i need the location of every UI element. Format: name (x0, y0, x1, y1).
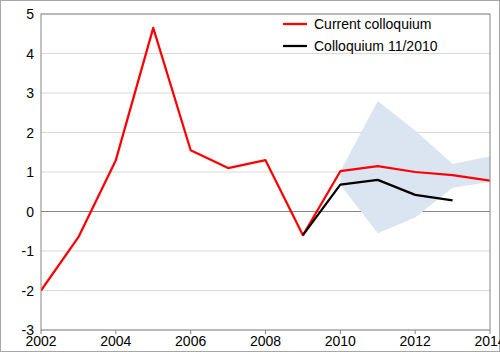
series-line (41, 28, 490, 291)
x-tick-label: 2010 (325, 333, 356, 349)
x-tick-label: 2014 (474, 333, 500, 349)
legend-swatch (283, 23, 307, 25)
x-tick-label: 2002 (25, 333, 56, 349)
background (1, 1, 500, 352)
y-tick-label: 1 (26, 164, 34, 180)
x-tick-label: 2006 (175, 333, 206, 349)
legend-label: Current colloquium (314, 16, 432, 32)
y-tick-label: 3 (26, 85, 34, 101)
grid-line (41, 132, 490, 133)
legend-label: Colloquium 11/2010 (314, 38, 438, 54)
grid-line (41, 93, 490, 94)
chart: -3-2-10123452002200420062008201020122014… (0, 0, 500, 352)
y-tick-label: -2 (22, 283, 35, 299)
y-tick-label: 2 (26, 125, 34, 141)
y-tick-label: -1 (22, 243, 35, 259)
series-line (303, 180, 453, 235)
x-tick-label: 2004 (100, 333, 131, 349)
grid-line (41, 290, 490, 291)
x-tick-label: 2012 (400, 333, 431, 349)
plot-frame (41, 14, 490, 330)
x-tick-label: 2008 (250, 333, 281, 349)
grid-line (41, 251, 490, 252)
y-tick-label: 0 (26, 204, 34, 220)
plot-area (41, 28, 490, 291)
y-tick-label: 5 (26, 6, 34, 22)
y-tick-label: 4 (26, 46, 34, 62)
legend-swatch (283, 45, 307, 47)
